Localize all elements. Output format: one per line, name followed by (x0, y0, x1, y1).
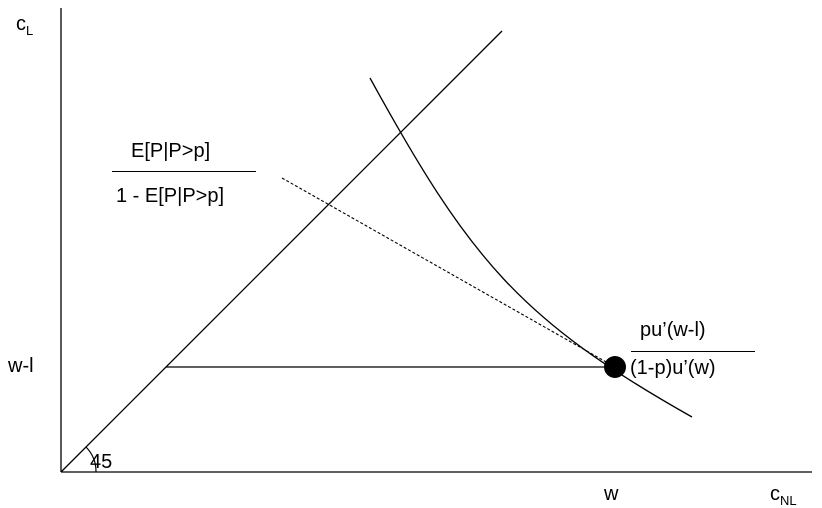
endowment-point (604, 356, 626, 378)
x-axis-label-sub: NL (780, 493, 797, 508)
dashed-ratio-bar (112, 171, 256, 172)
dashed-ratio-denominator: 1 - E[P|P>p] (116, 185, 225, 207)
certainty-line (60, 30, 503, 473)
x-axis-label: cNL (770, 483, 797, 507)
y-axis-label: cL (16, 13, 33, 37)
tangent-ratio-denominator: (1-p)u’(w) (630, 357, 716, 379)
y-tick-wl: w-l (8, 355, 34, 377)
tangent-ratio-bar (631, 351, 755, 352)
y-axis-label-main: c (16, 13, 26, 35)
dashed-price-line (281, 177, 616, 368)
angle-arc (85, 446, 97, 473)
x-tick-w: w (604, 483, 619, 505)
tangent-ratio-numerator: pu’(w-l) (640, 319, 706, 341)
indifference-curve (369, 77, 693, 418)
dashed-ratio-numerator: E[P|P>p] (131, 140, 211, 162)
y-axis-label-sub: L (26, 23, 34, 38)
angle-label: 45 (90, 451, 113, 473)
x-axis-label-main: c (770, 483, 780, 505)
